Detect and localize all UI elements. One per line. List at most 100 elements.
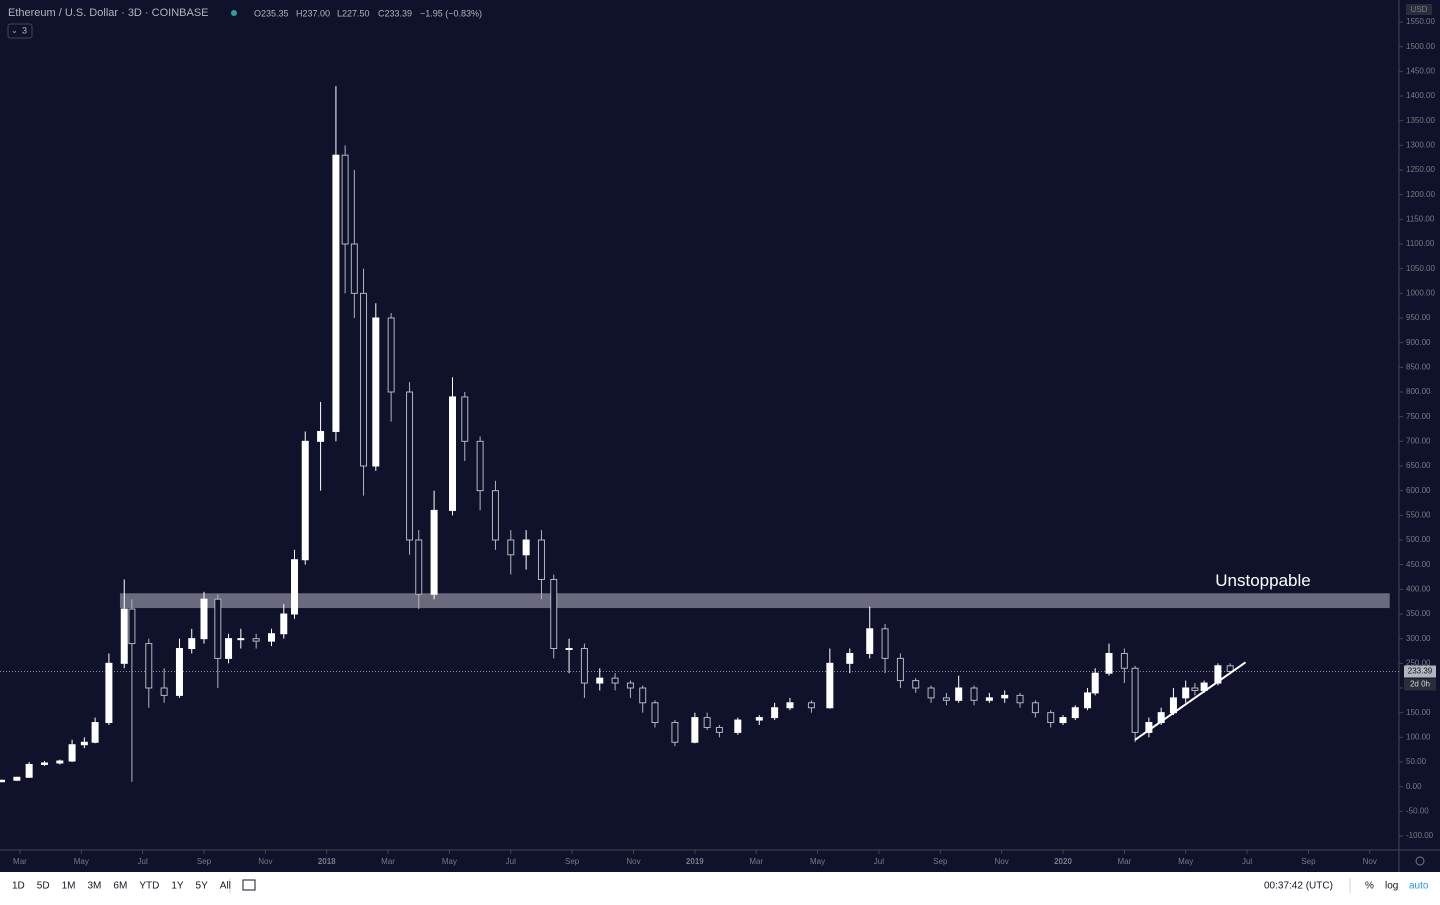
y-tick-label: 1450.00 xyxy=(1406,66,1435,75)
y-tick-label: 900.00 xyxy=(1406,338,1431,347)
candle-body xyxy=(942,697,950,701)
candle-body xyxy=(160,687,168,696)
trendline xyxy=(1134,661,1247,741)
y-tick-label: 1050.00 xyxy=(1406,264,1435,273)
x-tick-label: Sep xyxy=(1301,857,1316,866)
y-tick-label: 350.00 xyxy=(1406,609,1431,618)
y-tick-label: 950.00 xyxy=(1406,313,1431,322)
candle-body xyxy=(507,539,515,556)
candle-body xyxy=(406,391,414,541)
y-tick-label: 1550.00 xyxy=(1406,17,1435,26)
range-button[interactable]: 1Y xyxy=(171,881,184,892)
candle-body xyxy=(537,539,545,580)
candle-body xyxy=(80,741,88,746)
chevron: ⌄ xyxy=(11,26,18,35)
candle-body xyxy=(807,702,815,709)
candle-body xyxy=(350,243,358,294)
candle-body xyxy=(1120,652,1128,669)
x-tick-label: Mar xyxy=(13,857,27,866)
candle-body xyxy=(955,687,963,701)
candle-body xyxy=(387,317,395,393)
x-tick-label: Mar xyxy=(749,857,763,866)
candle-body xyxy=(175,648,183,696)
candle-body xyxy=(522,539,530,556)
candle-body xyxy=(1016,694,1024,704)
y-tick-label: 1400.00 xyxy=(1406,91,1435,100)
y-tick-label: 1000.00 xyxy=(1406,288,1435,297)
candle-body xyxy=(1031,702,1039,714)
range-button[interactable]: 6M xyxy=(113,881,127,892)
indicator-toggle[interactable] xyxy=(7,23,33,39)
candle-body xyxy=(1182,687,1190,699)
candle-body xyxy=(491,490,499,541)
zone-label: Unstoppable xyxy=(1215,571,1310,590)
y-tick-label: 600.00 xyxy=(1406,486,1431,495)
candle-body xyxy=(105,662,113,724)
ohlc-high: H237.00 xyxy=(296,8,330,18)
currency-box xyxy=(1406,4,1432,15)
candle-body xyxy=(0,779,6,783)
candle-body xyxy=(1214,665,1222,684)
y-tick-label: -100.00 xyxy=(1406,831,1434,840)
candle-body xyxy=(372,317,380,467)
log-toggle[interactable]: log xyxy=(1385,881,1398,892)
candle-body xyxy=(881,628,889,659)
compare-icon[interactable] xyxy=(242,879,256,891)
candle-body xyxy=(1226,665,1234,673)
range-button[interactable]: 1M xyxy=(62,881,76,892)
symbol: Ethereum / U.S. Dollar · 3D · COINBASE xyxy=(8,7,209,19)
candle-body xyxy=(626,682,634,689)
candle-body xyxy=(985,697,993,701)
candle-body xyxy=(280,613,288,635)
candle-body xyxy=(200,598,208,640)
x-tick-label: 2020 xyxy=(1054,857,1072,866)
y-tick-label: 650.00 xyxy=(1406,461,1431,470)
candle-body xyxy=(128,608,136,645)
x-tick-label: May xyxy=(442,857,457,866)
candle-body xyxy=(1191,687,1199,691)
y-tick-label: 50.00 xyxy=(1406,757,1427,766)
y-tick-label: 1100.00 xyxy=(1406,239,1435,248)
y-tick-label: -50.00 xyxy=(1406,806,1429,815)
toolbar: 00:37:42 (UTC) % log auto 1D 5D 1M 3M 6M YTD 1… xyxy=(12,856,1429,893)
settings-icon[interactable] xyxy=(1415,856,1425,866)
last-price-box xyxy=(1404,665,1436,678)
candle-body xyxy=(449,396,457,511)
x-tick-label: Sep xyxy=(197,857,212,866)
candle-body xyxy=(301,440,309,561)
candle-body xyxy=(120,608,128,664)
status-dot xyxy=(231,10,237,16)
resistance-zone xyxy=(119,593,1390,609)
candle-body xyxy=(68,744,76,762)
ohlc-change: −1.95 (−0.83%) xyxy=(420,8,482,18)
candle-body xyxy=(1071,707,1079,719)
y-tick-label: 150.00 xyxy=(1406,708,1431,717)
y-tick-label: 100.00 xyxy=(1406,732,1431,741)
candle-body xyxy=(252,638,260,642)
candle-body xyxy=(1047,712,1055,724)
range-button[interactable]: 3M xyxy=(88,881,102,892)
auto-toggle[interactable]: auto xyxy=(1409,881,1429,892)
y-tick-label: 500.00 xyxy=(1406,535,1431,544)
candle-body xyxy=(703,717,711,728)
candle-body xyxy=(912,680,920,689)
y-tick-label: 250.00 xyxy=(1406,658,1431,667)
x-tick-label: Sep xyxy=(565,857,580,866)
range-button[interactable]: All xyxy=(220,881,231,892)
range-button[interactable]: 1D xyxy=(12,881,25,892)
x-tick-label: May xyxy=(1178,857,1193,866)
range-button[interactable]: YTD xyxy=(139,881,159,892)
x-tick-label: Nov xyxy=(258,857,272,866)
range-button[interactable]: 5D xyxy=(37,881,50,892)
candle-body xyxy=(317,430,325,442)
x-tick-label: Nov xyxy=(1363,857,1377,866)
percent-toggle[interactable]: % xyxy=(1365,881,1374,892)
candle-body xyxy=(237,638,245,641)
candle-body xyxy=(550,578,558,650)
y-tick-label: 1200.00 xyxy=(1406,190,1435,199)
x-tick-label: Nov xyxy=(626,857,640,866)
x-tick-label: May xyxy=(810,857,825,866)
candle-body xyxy=(56,760,64,764)
range-button[interactable]: 5Y xyxy=(196,881,209,892)
